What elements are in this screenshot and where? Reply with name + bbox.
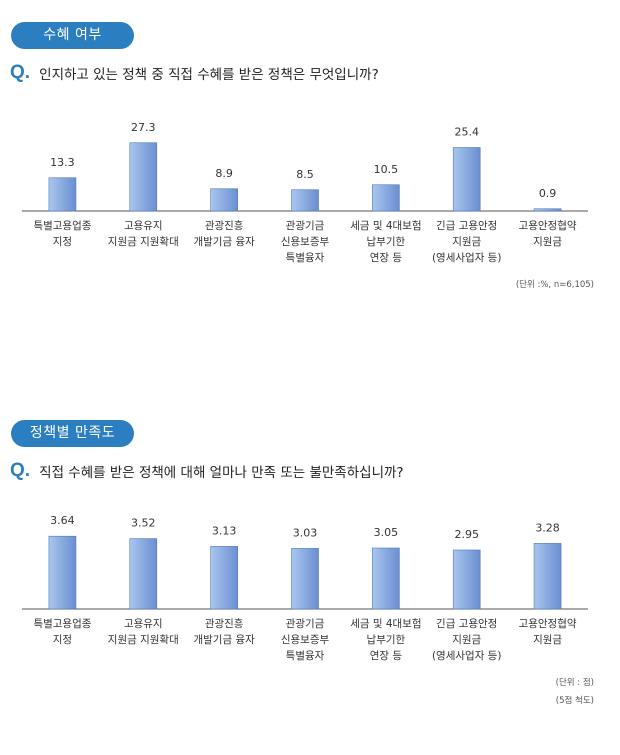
- bar-4: [291, 548, 319, 610]
- category-label: 고용유지 지원금 지원확대: [108, 220, 179, 248]
- bar-value-label: 0.9: [539, 187, 557, 200]
- bar-value-label: 13.3: [50, 156, 75, 169]
- section-policy-benefit: 수혜 여부 Q. 인지하고 있는 정책 중 직접 수혜를 받은 정책은 무엇입니…: [0, 0, 620, 300]
- unit-note: (단위 :%, n=6,105): [515, 280, 594, 290]
- category-label: 긴급 고용안정 지원금 (영세사업자 등): [432, 220, 502, 264]
- bar-6: [452, 549, 481, 610]
- question-row: Q. 인지하고 있는 정책 중 직접 수혜를 받은 정책은 무엇입니까?: [10, 62, 379, 84]
- section-title-pill: 수혜 여부: [11, 22, 134, 49]
- bar-value-label: 3.13: [212, 524, 237, 537]
- category-label: 세금 및 4대보험 납부기한 연장 등: [350, 220, 421, 264]
- benefit-bar-chart: 13.3 특별고용업종 지정 27.3 고용유지 지원금 지원확대 8.9 관광진흥 개발기금 …: [22, 121, 588, 264]
- category-label: 특별고용업종 지정: [33, 617, 91, 646]
- bar-value-label: 8.9: [215, 167, 233, 180]
- category-label: 고용유지 지원금 지원확대: [108, 618, 179, 646]
- category-label: 세금 및 4대보험 납부기한 연장 등: [350, 618, 421, 662]
- bar-1: [48, 535, 77, 610]
- unit-note: (단위 : 점): [555, 678, 594, 688]
- category-label: 긴급 고용안정 지원금 (영세사업자 등): [432, 618, 502, 662]
- bar-value-label: 25.4: [454, 126, 479, 139]
- bar-value-label: 3.52: [131, 517, 156, 530]
- question-mark: Q.: [10, 62, 31, 83]
- category-label: 관광진흥 개발기금 융자: [193, 617, 255, 646]
- bar-7: [533, 543, 562, 610]
- bar-6: [452, 147, 481, 212]
- bar-value-label: 3.64: [50, 514, 75, 527]
- section-policy-satisfaction: 정책별 만족도 Q. 직접 수혜를 받은 정책에 대해 얼마나 만족 또는 불만…: [0, 398, 620, 728]
- bar-1: [48, 177, 77, 212]
- bar-value-label: 3.28: [535, 521, 560, 534]
- bar-value-label: 27.3: [131, 121, 156, 134]
- bar-value-label: 8.5: [296, 168, 314, 181]
- category-label: 고용안정협약 지원금: [519, 617, 577, 646]
- question-text: 직접 수혜를 받은 정책에 대해 얼마나 만족 또는 불만족하십니까?: [39, 465, 404, 481]
- bar-2: [129, 538, 158, 610]
- question-text: 인지하고 있는 정책 중 직접 수혜를 받은 정책은 무엇입니까?: [39, 67, 379, 83]
- bar-5: [372, 547, 400, 610]
- category-label: 고용안정협약 지원금: [519, 219, 577, 248]
- bar-4: [291, 189, 319, 212]
- category-label: 특별고용업종 지정: [33, 219, 91, 248]
- bar-5: [372, 184, 400, 212]
- satisfaction-bar-chart: 3.64 특별고용업종 지정 3.52 고용유지 지원금 지원확대 3.13 관광진흥 개발기금…: [22, 514, 588, 662]
- category-label: 관광기금 신용보증부 특별융자: [281, 220, 330, 264]
- question-row: Q. 직접 수혜를 받은 정책에 대해 얼마나 만족 또는 불만족하십니까?: [10, 460, 404, 482]
- bar-value-label: 10.5: [374, 163, 399, 176]
- bar-7: [533, 208, 562, 212]
- category-label: 관광기금 신용보증부 특별융자: [281, 618, 330, 662]
- question-mark: Q.: [10, 460, 31, 481]
- bar-3: [210, 546, 238, 610]
- section-title-pill: 정책별 만족도: [11, 420, 134, 447]
- bar-value-label: 3.03: [293, 526, 318, 539]
- bar-2: [129, 142, 158, 212]
- bar-3: [210, 188, 238, 212]
- scale-note: (5점 척도): [555, 696, 594, 706]
- bar-value-label: 2.95: [454, 528, 479, 541]
- category-label: 관광진흥 개발기금 융자: [193, 219, 255, 248]
- bar-value-label: 3.05: [374, 526, 399, 539]
